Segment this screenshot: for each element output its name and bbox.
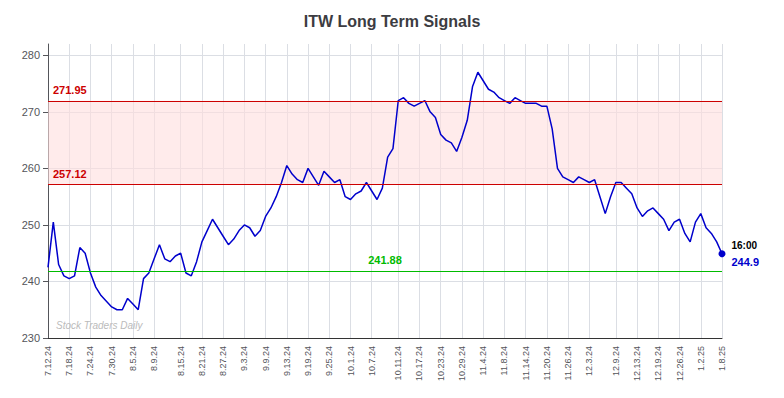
- svg-text:241.88: 241.88: [368, 254, 402, 266]
- svg-text:11.20.24: 11.20.24: [542, 346, 552, 380]
- svg-text:271.95: 271.95: [53, 84, 87, 96]
- svg-text:11.4.24: 11.4.24: [478, 346, 488, 375]
- svg-text:270: 270: [22, 106, 40, 118]
- svg-text:8.15.24: 8.15.24: [176, 346, 186, 376]
- svg-text:8.9.24: 8.9.24: [149, 346, 159, 371]
- svg-text:10.1.24: 10.1.24: [346, 346, 356, 376]
- svg-text:11.26.24: 11.26.24: [563, 346, 573, 380]
- svg-text:1.2.25: 1.2.25: [696, 346, 706, 371]
- svg-text:7.30.24: 7.30.24: [107, 346, 117, 376]
- svg-text:10.23.24: 10.23.24: [436, 346, 446, 381]
- svg-text:1.8.25: 1.8.25: [717, 346, 727, 371]
- svg-text:12.13.24: 12.13.24: [632, 346, 642, 381]
- svg-text:12.26.24: 12.26.24: [675, 346, 685, 381]
- svg-text:12.9.24: 12.9.24: [611, 346, 621, 376]
- svg-text:8.5.24: 8.5.24: [128, 346, 138, 371]
- svg-text:240: 240: [22, 275, 40, 287]
- svg-text:9.9.24: 9.9.24: [261, 346, 271, 371]
- svg-text:7.18.24: 7.18.24: [64, 346, 74, 376]
- svg-text:9.19.24: 9.19.24: [303, 346, 313, 376]
- svg-text:8.27.24: 8.27.24: [218, 346, 228, 376]
- svg-text:11.8.24: 11.8.24: [499, 346, 509, 375]
- svg-text:257.12: 257.12: [53, 168, 87, 180]
- svg-text:12.19.24: 12.19.24: [653, 346, 663, 381]
- svg-text:10.29.24: 10.29.24: [457, 346, 467, 381]
- svg-text:ITW Long Term Signals: ITW Long Term Signals: [304, 13, 481, 30]
- svg-text:7.24.24: 7.24.24: [85, 346, 95, 376]
- svg-text:10.17.24: 10.17.24: [414, 346, 424, 381]
- svg-text:9.13.24: 9.13.24: [282, 346, 292, 376]
- svg-text:250: 250: [22, 219, 40, 231]
- svg-text:10.11.24: 10.11.24: [393, 346, 403, 380]
- svg-text:12.3.24: 12.3.24: [584, 346, 594, 376]
- svg-text:260: 260: [22, 162, 40, 174]
- svg-text:280: 280: [22, 49, 40, 61]
- svg-text:10.7.24: 10.7.24: [367, 346, 377, 376]
- svg-text:11.14.24: 11.14.24: [521, 346, 531, 380]
- svg-text:8.21.24: 8.21.24: [197, 346, 207, 376]
- svg-text:9.3.24: 9.3.24: [239, 346, 249, 371]
- svg-text:16:00: 16:00: [732, 240, 758, 251]
- svg-text:Stock Traders Daily: Stock Traders Daily: [56, 320, 144, 331]
- svg-text:230: 230: [22, 332, 40, 344]
- svg-text:9.25.24: 9.25.24: [324, 346, 334, 376]
- svg-text:244.9: 244.9: [732, 256, 760, 268]
- svg-text:7.12.24: 7.12.24: [43, 346, 53, 376]
